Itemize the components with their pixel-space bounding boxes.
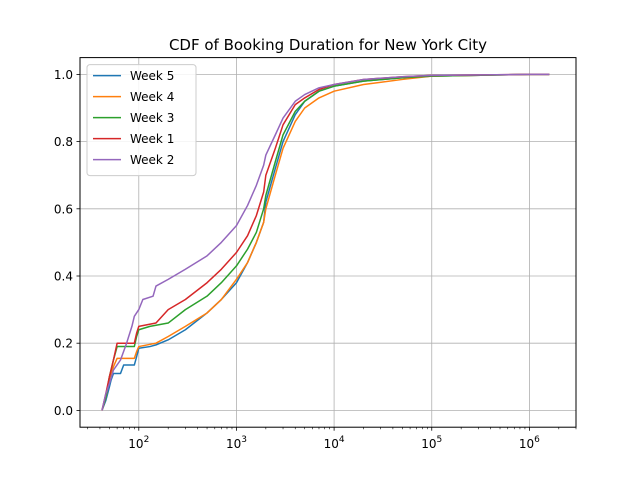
x-tick-label: 106 xyxy=(519,435,540,451)
x-tick-label: 104 xyxy=(324,435,345,451)
legend-label: Week 2 xyxy=(130,153,174,167)
legend-box xyxy=(86,64,197,177)
legend-label: Week 5 xyxy=(130,69,174,83)
y-tick-label: 0.0 xyxy=(54,404,73,418)
legend-label: Week 3 xyxy=(130,111,174,125)
y-tick-label: 0.2 xyxy=(54,337,73,351)
series-line-week-3 xyxy=(101,73,550,411)
chart-title: CDF of Booking Duration for New York Cit… xyxy=(169,36,487,54)
y-tick-label: 0.4 xyxy=(54,270,73,284)
series-line-week-4 xyxy=(101,73,550,411)
y-tick-label: 1.0 xyxy=(54,68,73,82)
y-axis: 0.0 0.2 0.4 0.6 0.8 1.0 xyxy=(54,68,80,418)
x-tick-label: 103 xyxy=(226,435,247,451)
x-tick-label: 105 xyxy=(421,435,442,451)
x-tick-label: 102 xyxy=(128,435,149,451)
series-lines xyxy=(101,73,550,411)
legend-label: Week 1 xyxy=(130,132,174,146)
legend: Week 5 Week 4 Week 3 Week 1 Week 2 xyxy=(86,64,197,177)
y-tick-label: 0.6 xyxy=(54,202,73,216)
x-axis: 102 103 104 105 106 xyxy=(87,427,577,451)
plot-area-frame xyxy=(79,57,577,428)
legend-label: Week 4 xyxy=(130,90,174,104)
series-line-week-2 xyxy=(101,73,550,411)
y-tick-label: 0.8 xyxy=(54,135,73,149)
